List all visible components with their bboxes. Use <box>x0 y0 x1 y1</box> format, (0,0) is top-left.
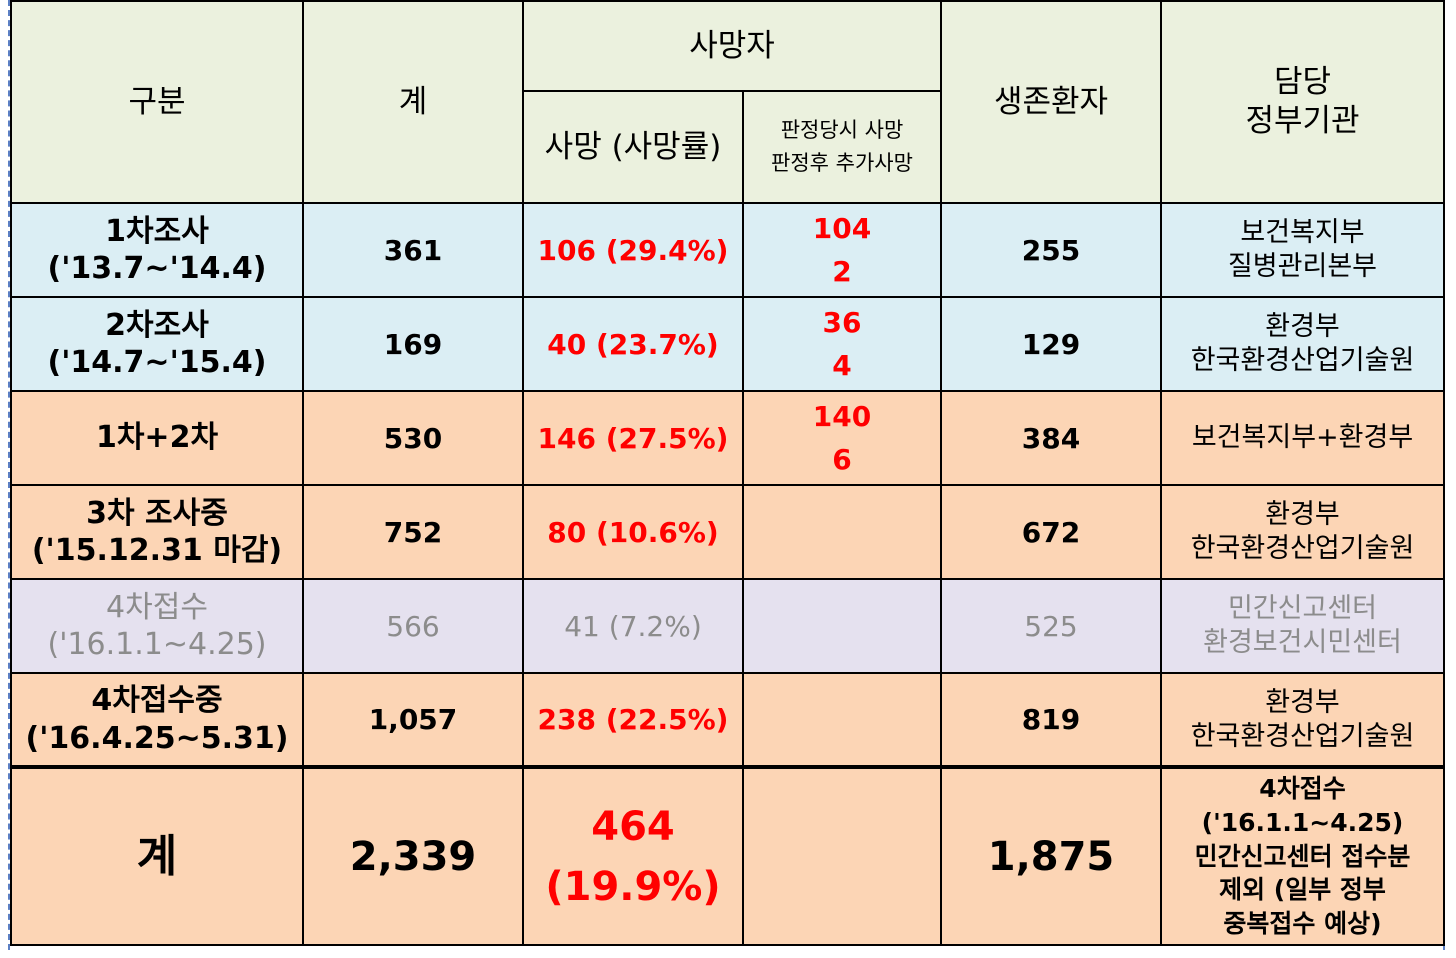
row-agency-line1: 보건복지부 <box>1240 217 1365 249</box>
row-agency-line1: 민간신고센터 <box>1227 593 1378 625</box>
row-total: 530 <box>302 390 524 486</box>
total-death-breakdown <box>742 765 942 946</box>
row-label: 2차조사 ('14.7~'15.4) <box>10 296 304 392</box>
header-death-sub-line2: 판정후 추가사망 <box>771 151 913 175</box>
total-note-line4: 중복접수 예상) <box>1223 909 1382 939</box>
row-deaths: 80 (10.6%) <box>522 484 744 580</box>
total-deaths-rate: (19.9%) <box>545 863 721 910</box>
row-label-line1: 2차조사 <box>105 307 209 343</box>
row-label: 1차조사 ('13.7~'14.4) <box>10 202 304 298</box>
row-death-breakdown: 36 4 <box>742 296 942 392</box>
row-total: 361 <box>302 202 524 298</box>
header-total: 계 <box>302 0 524 204</box>
total-note-line3: 제외 (일부 정부 <box>1219 875 1386 905</box>
row-label: 3차 조사중 ('15.12.31 마감) <box>10 484 304 580</box>
row-agency-line2: 환경보건시민센터 <box>1203 627 1402 658</box>
total-count: 2,339 <box>302 765 524 946</box>
row-at-judgment: 36 <box>822 305 862 339</box>
row-label-line1: 1차조사 <box>105 213 209 249</box>
row-deaths: 41 (7.2%) <box>522 578 744 674</box>
total-deaths-count: 464 <box>591 803 675 850</box>
row-label: 4차접수중 ('16.4.25~5.31) <box>10 672 304 768</box>
row-agency-line1: 환경부 <box>1265 311 1340 343</box>
row-death-breakdown: 140 6 <box>742 390 942 486</box>
row-death-breakdown <box>742 672 942 768</box>
row-agency-line2: 한국환경산업기술원 <box>1190 533 1415 564</box>
header-agency-line1: 담당 <box>1273 64 1332 101</box>
total-survivors: 1,875 <box>940 765 1162 946</box>
victims-table: 구분 계 사망자 생존환자 담당 정부기관 사망 (사망률) 판정당시 사망 판… <box>10 0 1445 946</box>
row-total: 1,057 <box>302 672 524 768</box>
header-agency-line2: 정부기관 <box>1245 103 1360 139</box>
table-row: 3차 조사중 ('15.12.31 마감) 752 80 (10.6%) 672… <box>10 484 1445 580</box>
row-deaths: 238 (22.5%) <box>522 672 744 768</box>
total-deaths: 464 (19.9%) <box>522 765 744 946</box>
row-label-line2: ('13.7~'14.4) <box>47 251 267 286</box>
row-label-line2: ('16.4.25~5.31) <box>25 720 289 756</box>
row-death-breakdown <box>742 578 942 674</box>
table-row: 1차조사 ('13.7~'14.4) 361 106 (29.4%) 104 2… <box>10 202 1445 298</box>
row-total: 752 <box>302 484 524 580</box>
row-deaths: 40 (23.7%) <box>522 296 744 392</box>
header-survivors: 생존환자 <box>940 0 1162 204</box>
header-deaths: 사망자 <box>522 0 942 92</box>
row-after-judgment: 6 <box>832 443 852 476</box>
total-note-line2: 민간신고센터 접수분 <box>1194 841 1411 871</box>
row-deaths: 146 (27.5%) <box>522 390 744 486</box>
table-row: 4차접수중 ('16.4.25~5.31) 1,057 238 (22.5%) … <box>10 672 1445 768</box>
row-agency-line2: 질병관리본부 <box>1227 251 1378 282</box>
row-label: 4차접수 ('16.1.1~4.25) <box>10 578 304 674</box>
header-row-sub: 사망 (사망률) 판정당시 사망 판정후 추가사망 <box>11 90 1444 204</box>
header-agency: 담당 정부기관 <box>1160 0 1445 204</box>
row-agency: 민간신고센터 환경보건시민센터 <box>1160 578 1445 674</box>
row-death-breakdown: 104 2 <box>742 202 942 298</box>
header-death-rate: 사망 (사망률) <box>522 90 744 204</box>
row-agency-line1: 환경부 <box>1265 499 1340 531</box>
row-label-line1: 4차접수중 <box>91 683 223 718</box>
row-survivors: 129 <box>940 296 1162 392</box>
row-label-line2: ('14.7~'15.4) <box>47 345 267 380</box>
row-label-line1: 3차 조사중 <box>86 495 228 531</box>
row-agency: 환경부 한국환경산업기술원 <box>1160 296 1445 392</box>
row-label-line1: 1차+2차 <box>95 420 219 456</box>
row-survivors: 672 <box>940 484 1162 580</box>
total-label: 계 <box>10 765 304 946</box>
row-agency: 환경부 한국환경산업기술원 <box>1160 484 1445 580</box>
header-category: 구분 <box>10 0 304 204</box>
row-at-judgment: 140 <box>812 399 872 433</box>
table-row: 2차조사 ('14.7~'15.4) 169 40 (23.7%) 36 4 1… <box>10 296 1445 392</box>
row-total: 169 <box>302 296 524 392</box>
total-row: 계 2,339 464 (19.9%) 1,875 4차접수('16.1.1~4… <box>10 765 1445 946</box>
row-agency-line2: 한국환경산업기술원 <box>1190 720 1415 752</box>
row-label: 1차+2차 <box>10 390 304 486</box>
row-survivors: 819 <box>940 672 1162 768</box>
row-agency: 환경부 한국환경산업기술원 <box>1160 672 1445 768</box>
row-label-line2: ('16.1.1~4.25) <box>47 627 267 662</box>
row-label-line2: ('15.12.31 마감) <box>31 533 283 568</box>
table-row: 1차+2차 530 146 (27.5%) 140 6 384 보건복지부+환경… <box>10 390 1445 486</box>
row-agency: 보건복지부 질병관리본부 <box>1160 202 1445 298</box>
header-death-breakdown: 판정당시 사망 판정후 추가사망 <box>742 90 942 204</box>
row-death-breakdown <box>742 484 942 580</box>
row-survivors: 384 <box>940 390 1162 486</box>
row-after-judgment: 4 <box>832 349 852 382</box>
row-at-judgment: 104 <box>812 211 872 245</box>
row-survivors: 255 <box>940 202 1162 298</box>
row-agency-line1: 환경부 <box>1265 686 1340 718</box>
row-survivors: 525 <box>940 578 1162 674</box>
row-agency: 보건복지부+환경부 <box>1160 390 1445 486</box>
victims-table-container: 구분 계 사망자 생존환자 담당 정부기관 사망 (사망률) 판정당시 사망 판… <box>10 0 1445 948</box>
row-total: 566 <box>302 578 524 674</box>
row-label-line1: 4차접수 <box>106 589 208 625</box>
total-note-line1: 4차접수('16.1.1~4.25) <box>1201 774 1404 837</box>
row-after-judgment: 2 <box>832 255 852 288</box>
header-row-top: 구분 계 사망자 생존환자 담당 정부기관 <box>10 0 1445 204</box>
table-row: 4차접수 ('16.1.1~4.25) 566 41 (7.2%) 525 민간… <box>10 578 1445 674</box>
row-deaths: 106 (29.4%) <box>522 202 744 298</box>
header-death-sub-line1: 판정당시 사망 <box>780 118 904 143</box>
row-agency-line1: 보건복지부+환경부 <box>1191 422 1414 454</box>
row-agency-line2: 한국환경산업기술원 <box>1190 345 1415 376</box>
total-note: 4차접수('16.1.1~4.25) 민간신고센터 접수분 제외 (일부 정부 … <box>1160 765 1445 946</box>
